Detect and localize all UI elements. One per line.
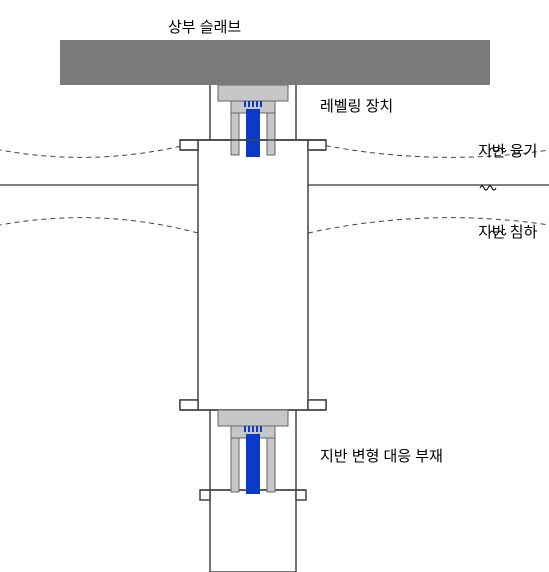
label-deformation-member: 지반 변형 대응 부재 [320,445,443,466]
label-ground-settlement: 지반 침하 [478,221,537,242]
label-ground-heave: 지반 융기 [478,140,537,161]
structural-diagram [0,0,549,572]
label-leveling-device: 레벨링 장치 [320,95,393,116]
label-top-slab: 상부 슬래브 [168,16,241,37]
